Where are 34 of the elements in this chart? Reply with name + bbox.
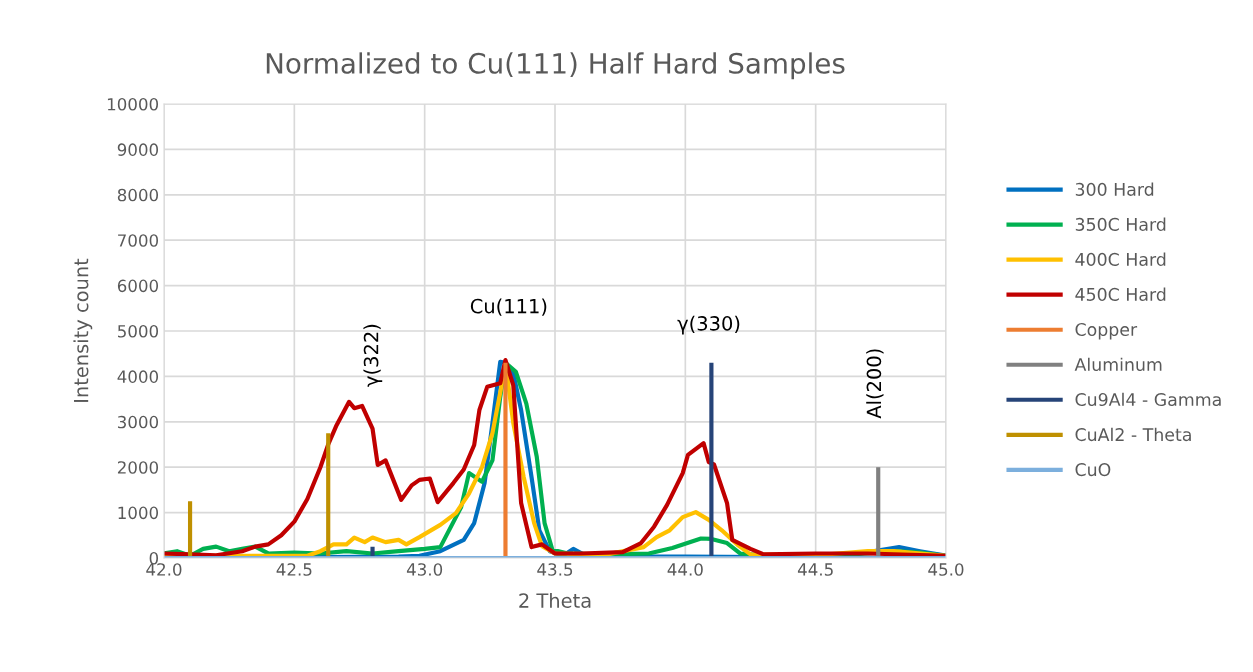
legend-label: 300 Hard — [1075, 182, 1154, 196]
annotation: γ(330) — [677, 315, 740, 335]
legend-label: 450C Hard — [1075, 287, 1166, 302]
y-tick-label: 1000 — [118, 506, 159, 520]
x-tick-label: 45.0 — [928, 563, 964, 576]
y-tick-label: 5000 — [118, 324, 159, 338]
x-tick-label: 43.0 — [406, 563, 443, 576]
annotation: Cu(111) — [470, 298, 547, 316]
legend-label: CuAl2 - Theta — [1075, 427, 1191, 442]
y-tick-label: 4000 — [117, 370, 159, 383]
legend-label: Cu9Al4 - Gamma — [1075, 392, 1221, 407]
y-tick-label: 2000 — [117, 461, 159, 474]
legend-label: Copper — [1075, 322, 1138, 340]
y-axis-title: Intensity count — [73, 258, 93, 402]
y-tick-label: 8000 — [117, 188, 159, 202]
annotation: γ(322) — [363, 324, 383, 387]
x-tick-label: 44.0 — [667, 563, 703, 576]
legend-label: 400C Hard — [1075, 252, 1166, 266]
legend-label: 350C Hard — [1075, 217, 1166, 231]
y-tick-label: 10000 — [107, 97, 159, 111]
x-tick-label: 43.5 — [537, 563, 573, 576]
y-tick-label: 0 — [149, 551, 159, 565]
x-tick-label: 42.0 — [146, 563, 182, 576]
x-axis-title: 2 Theta — [519, 592, 591, 608]
y-tick-label: 6000 — [117, 279, 159, 293]
x-tick-label: 44.5 — [797, 563, 833, 576]
y-tick-label: 7000 — [118, 234, 159, 247]
legend-label: Aluminum — [1074, 357, 1162, 372]
x-tick-label: 42.5 — [276, 563, 312, 576]
y-tick-label: 3000 — [117, 415, 159, 429]
y-tick-label: 9000 — [117, 143, 159, 156]
chart-title: Normalized to Cu(111) Half Hard Samples — [266, 52, 845, 80]
legend-label: CuO — [1075, 463, 1111, 477]
annotation: Al(200) — [866, 349, 884, 419]
